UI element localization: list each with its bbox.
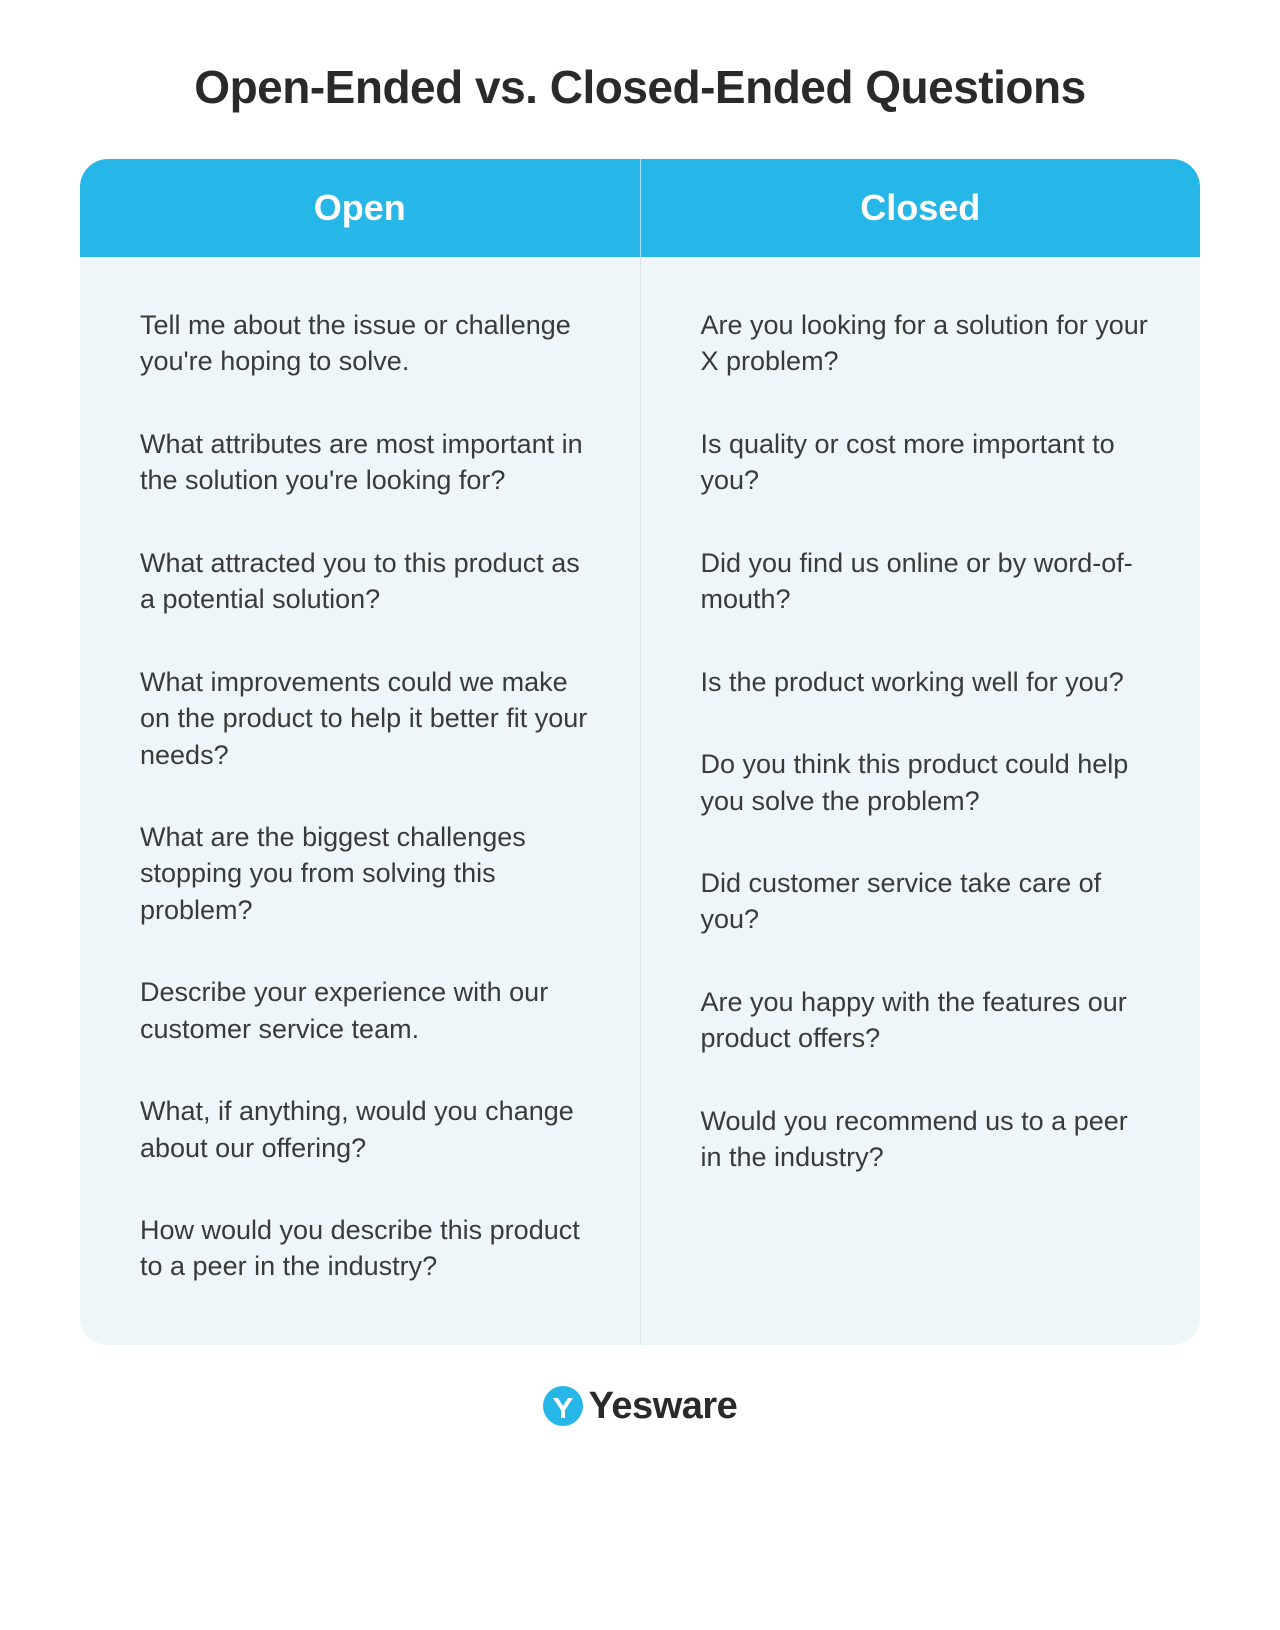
- closed-question: Did you find us online or by word-of-mou…: [701, 545, 1151, 618]
- open-question: What improvements could we make on the p…: [140, 664, 590, 773]
- open-question: What attributes are most important in th…: [140, 426, 590, 499]
- open-question: Tell me about the issue or challenge you…: [140, 307, 590, 380]
- closed-question: Are you looking for a solution for your …: [701, 307, 1151, 380]
- open-question: What, if anything, would you change abou…: [140, 1093, 590, 1166]
- open-question: How would you describe this product to a…: [140, 1212, 590, 1285]
- closed-column: Are you looking for a solution for your …: [641, 257, 1201, 1345]
- open-question: Describe your experience with our custom…: [140, 974, 590, 1047]
- closed-question: Is the product working well for you?: [701, 664, 1151, 700]
- table-header-row: Open Closed: [80, 159, 1200, 257]
- brand-footer: Yesware: [80, 1385, 1200, 1432]
- closed-question: Did customer service take care of you?: [701, 865, 1151, 938]
- open-question: What are the biggest challenges stopping…: [140, 819, 590, 928]
- closed-question: Would you recommend us to a peer in the …: [701, 1103, 1151, 1176]
- closed-question: Are you happy with the features our prod…: [701, 984, 1151, 1057]
- open-question: What attracted you to this product as a …: [140, 545, 590, 618]
- brand-name: Yesware: [589, 1385, 738, 1428]
- closed-question: Is quality or cost more important to you…: [701, 426, 1151, 499]
- open-column: Tell me about the issue or challenge you…: [80, 257, 641, 1345]
- column-header-open: Open: [80, 159, 641, 257]
- column-header-closed: Closed: [641, 159, 1201, 257]
- table-body: Tell me about the issue or challenge you…: [80, 257, 1200, 1345]
- closed-question: Do you think this product could help you…: [701, 746, 1151, 819]
- brand-logo: Yesware: [543, 1385, 738, 1428]
- yesware-logo-icon: [543, 1386, 583, 1426]
- page-title: Open-Ended vs. Closed-Ended Questions: [80, 60, 1200, 114]
- comparison-table: Open Closed Tell me about the issue or c…: [80, 159, 1200, 1345]
